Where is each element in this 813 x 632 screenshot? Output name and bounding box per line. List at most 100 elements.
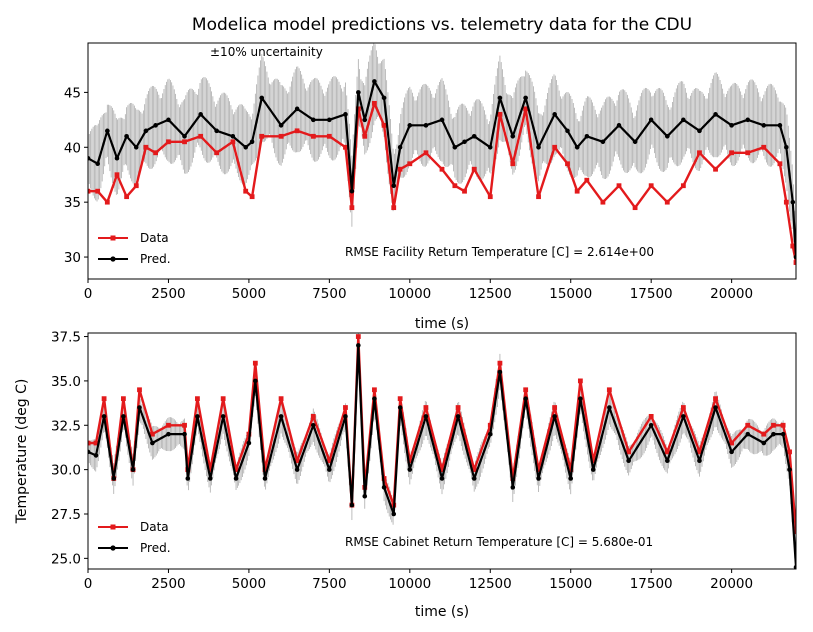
facility-pred-point [423,123,429,128]
facility-pred-point [153,123,158,128]
cabinet-x-tick-label: 20000 [710,576,753,592]
facility-pred-point [600,139,606,145]
facility-pred-point [349,188,355,194]
cabinet-pred-point [233,476,239,481]
facility-pred-point [391,183,397,188]
facility-axes-frame [87,42,797,280]
facility-data-point [452,183,458,189]
facility-x-tick-label: 12500 [469,286,512,302]
facility-data-point [745,150,751,156]
cabinet-pred-point [262,476,268,481]
facility-data-point [349,205,355,211]
facility-data-point [133,183,139,189]
facility-data-point [310,133,316,139]
facility-data-point [407,161,413,167]
cabinet-data-point [471,467,477,473]
facility-pred-point [198,112,203,117]
cabinet-pred-point [497,369,503,375]
facility-x-tick-label: 2500 [151,286,185,302]
cabinet-pred-point [568,476,574,481]
cabinet-data-point [149,431,155,437]
facility-rmse-annotation: RMSE Facility Return Temperature [C] = 2… [345,245,654,259]
facility-y-tick-label: 35 [64,195,81,211]
facility-data-point [510,161,516,167]
cabinet-data-point [664,449,670,455]
cabinet-data-point [182,422,187,428]
facility-data-point [632,205,638,211]
facility-data-point [777,161,783,167]
cabinet-y-tick-label: 37.5 [51,330,81,346]
cabinet-x-ticks: 0 2500 5000 7500 10000 12500 15000 17500 20000 [84,569,753,592]
cabinet-data-point [137,387,142,393]
cabinet-pred-point [552,414,557,419]
facility-band-label: ±10% uncertainity [210,45,323,59]
cabinet-pred-point [793,564,796,569]
cabinet-data-point [166,422,171,428]
cabinet-y-tick-label: 32.5 [51,418,81,434]
facility-pred-point [697,128,702,134]
cabinet-data-point [626,449,632,455]
cabinet-data-point [787,449,792,455]
facility-pred-point [356,90,361,95]
facility-pred-point [397,144,403,150]
facility-data-point [362,133,368,139]
facility-data-point [680,183,686,189]
cabinet-pred-point [343,414,348,419]
facility-pred-point [523,95,528,101]
facility-data-point [761,144,767,150]
facility-data-point [153,150,158,156]
facility-pred-point [105,128,110,134]
facility-data-point [600,199,606,205]
facility-pred-point [88,155,91,161]
cabinet-pred-point [729,449,734,455]
cabinet-pred-point [761,440,767,446]
cabinet-pred-point [349,502,355,508]
cabinet-legend-pred-label: Pred. [140,541,171,555]
facility-data-point [713,166,718,172]
cabinet-panel: 0 2500 5000 7500 10000 12500 15000 17500 20000 2… [14,330,797,620]
facility-data-point [124,194,130,200]
facility-pred-point [214,128,220,134]
cabinet-pred-point [101,414,107,419]
cabinet-pred-point [246,440,252,446]
cabinet-data-point [590,458,596,464]
cabinet-data-point [195,396,200,402]
cabinet-x-tick-label: 5000 [232,576,266,592]
cabinet-pred-point [182,431,187,437]
cabinet-legend-data-marker [110,524,116,530]
facility-y-tick-label: 45 [64,85,81,101]
cabinet-pred-point [787,467,792,472]
facility-data-point [536,194,541,200]
facility-panel: 0 2500 5000 7500 10000 12500 15000 17500 20000 3… [64,42,797,332]
facility-pred-point [793,254,796,260]
cabinet-data-point [252,360,258,366]
facility-data-point [574,188,580,194]
cabinet-data-point [745,422,751,428]
cabinet-legend: Data Pred. [98,520,171,555]
cabinet-pred-point [487,431,493,437]
facility-x-tick-label: 20000 [710,286,753,302]
cabinet-rmse-annotation: RMSE Cabinet Return Temperature [C] = 5.… [345,535,653,549]
facility-pred-point [243,144,248,150]
facility-x-tick-label: 17500 [630,286,673,302]
facility-data-point [439,166,445,172]
cabinet-pred-point [185,476,191,481]
cabinet-pred-point [310,422,316,428]
facility-data-point [243,188,249,194]
facility-data-point [259,133,265,139]
facility-data-point [391,205,397,211]
facility-data-point [471,166,477,172]
facility-pred-point [574,144,580,150]
cabinet-pred-point [439,476,445,481]
cabinet-data-point [355,334,361,339]
facility-data-point [552,144,558,150]
cabinet-data-point [729,440,735,446]
facility-data-point [143,144,149,150]
facility-data-point [790,243,796,249]
cabinet-data-point [793,529,796,535]
facility-pred-point [777,123,783,128]
facility-data-line [88,102,796,263]
facility-pred-point [584,134,590,139]
facility-pred-point [471,134,477,139]
